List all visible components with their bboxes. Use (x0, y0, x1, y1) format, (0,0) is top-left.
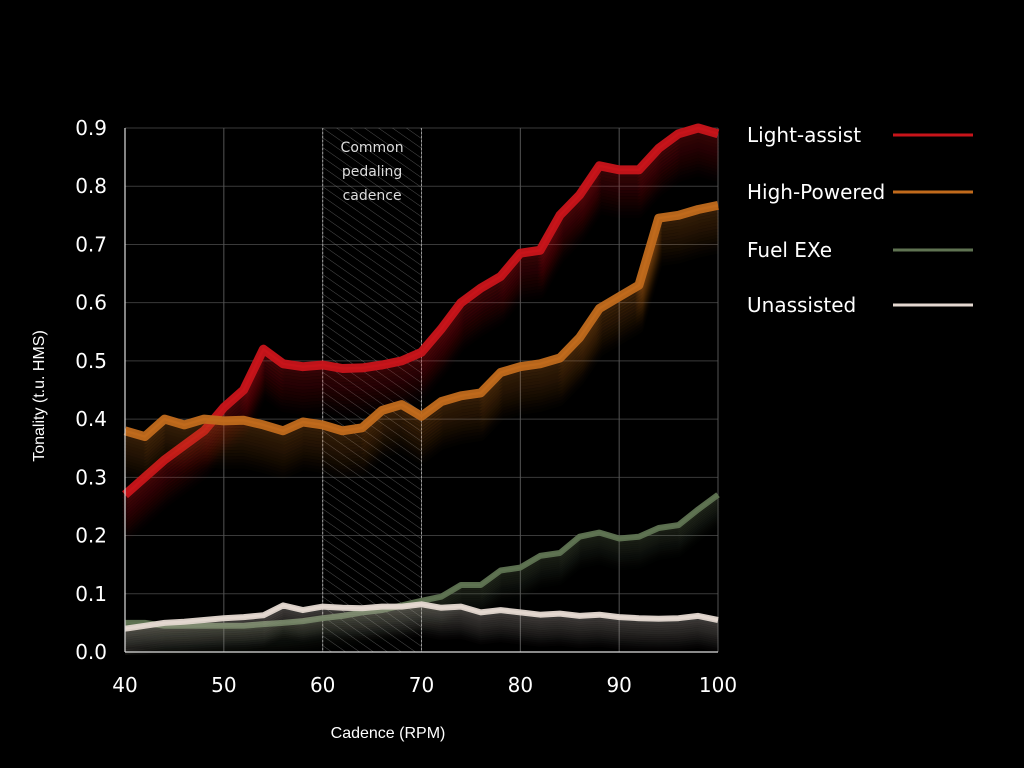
y-tick-label: 0.2 (75, 524, 107, 548)
series-layer-2-9 (125, 511, 720, 648)
y-tick-labels: 0.0 0.1 0.2 0.3 0.4 0.5 0.6 0.7 0.8 0.9 (75, 116, 107, 664)
series-areas (122, 123, 720, 653)
x-tick-label: 70 (409, 673, 434, 697)
series-layer-1-9 (123, 229, 719, 470)
legend-label: Light-assist (747, 123, 861, 147)
legend-label: Unassisted (747, 293, 856, 317)
y-tick-label: 0.3 (75, 465, 107, 489)
y-tick-label: 0.5 (75, 349, 107, 373)
x-tick-label: 80 (508, 673, 533, 697)
series-layer-2-5 (125, 502, 720, 640)
x-tick-label: 100 (699, 673, 737, 697)
series-layer-1-7 (123, 222, 719, 463)
series-layer-2-10 (125, 513, 720, 650)
axes (124, 128, 718, 653)
series-layer-1-10 (123, 232, 719, 473)
series-line-1 (124, 204, 719, 438)
series-layer-3-2 (124, 605, 719, 636)
series-layer-2-4 (125, 500, 720, 638)
series-layer-3-8 (124, 617, 719, 649)
x-tick-labels: 40 50 60 70 80 90 100 (112, 673, 737, 697)
series-line-3 (124, 603, 719, 630)
y-tick-label: 0.8 (75, 174, 107, 198)
series-line-0 (124, 126, 719, 496)
x-tick-label: 50 (211, 673, 236, 697)
series-layer-2-7 (125, 506, 720, 644)
series-layer-1-8 (123, 225, 719, 466)
series-layer-3-7 (124, 615, 719, 647)
x-tick-label: 60 (310, 673, 335, 697)
series-layer-3-5 (124, 611, 719, 643)
cadence-band-label-1: pedaling (342, 164, 403, 180)
series-layer-0-6 (122, 142, 720, 517)
series-line-2 (125, 493, 719, 628)
series-layer-1-4 (123, 213, 719, 454)
cadence-band: Common pedaling cadence (322, 128, 422, 652)
legend-item: Unassisted (747, 293, 973, 317)
series-layer-1-2 (123, 207, 719, 448)
series-layer-1-3 (123, 210, 719, 451)
x-axis-label: Cadence (RPM) (331, 725, 446, 742)
series-layer-3-9 (124, 620, 719, 651)
cadence-band-hatch (322, 128, 422, 652)
series-layer-3-6 (124, 613, 719, 645)
legend-label: High-Powered (747, 180, 885, 204)
series-layer-0-8 (122, 148, 720, 524)
series-layer-2-8 (125, 508, 720, 646)
y-tick-label: 0.1 (75, 582, 107, 606)
series-layer-2-6 (125, 504, 720, 642)
cadence-band-label-0: Common (341, 140, 404, 156)
series-layer-3-3 (124, 607, 719, 638)
legend-label: Fuel EXe (747, 238, 832, 262)
y-tick-label: 0.6 (75, 291, 107, 315)
series-unassisted (124, 601, 719, 653)
series-high-powered (123, 200, 719, 473)
x-tick-label: 40 (112, 673, 137, 697)
y-tick-label: 0.9 (75, 116, 107, 140)
series-layer-0-9 (122, 151, 720, 527)
legend-item: High-Powered (747, 180, 973, 204)
series-layer-0-7 (122, 145, 720, 520)
series-layer-1-6 (123, 219, 719, 460)
legend-item: Fuel EXe (747, 238, 973, 262)
series-layer-3-10 (124, 622, 719, 653)
y-tick-label: 0.7 (75, 232, 107, 256)
series-layer-1-5 (123, 216, 719, 457)
legend-item: Light-assist (747, 123, 973, 147)
legend: Light-assist High-Powered Fuel EXe Unassist… (747, 123, 973, 317)
cadence-band-label-2: cadence (343, 188, 402, 204)
series-layer-3-4 (124, 609, 719, 640)
series-layer-0-10 (122, 154, 720, 530)
x-tick-label: 90 (606, 673, 631, 697)
y-tick-label: 0.0 (75, 640, 107, 664)
y-tick-label: 0.4 (75, 407, 107, 431)
y-axis-label: Tonality (t.u. HMS) (31, 330, 48, 462)
